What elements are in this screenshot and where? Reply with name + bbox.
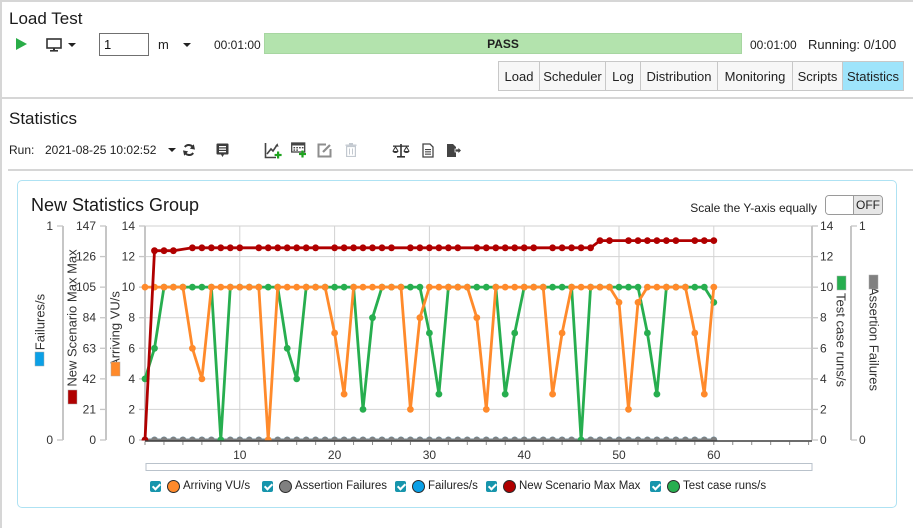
legend-color-dot <box>412 479 425 493</box>
delete-button[interactable] <box>345 142 357 158</box>
group-title: New Statistics Group <box>31 195 200 215</box>
play-button[interactable] <box>14 37 30 52</box>
tab-load[interactable]: Load <box>499 62 540 90</box>
play-icon <box>16 38 27 50</box>
edit-icon <box>317 143 332 157</box>
chevron-down-icon <box>168 147 177 152</box>
add-chart-button[interactable] <box>264 142 282 158</box>
refresh-icon <box>183 144 195 156</box>
legend-color-dot <box>503 479 516 493</box>
tab-monitoring[interactable]: Monitoring <box>718 62 793 90</box>
range-slider[interactable] <box>145 463 813 471</box>
monitor-dropdown[interactable] <box>46 37 78 52</box>
legend-checkbox[interactable] <box>395 480 406 492</box>
legend-label: New Scenario Max Max <box>519 480 641 492</box>
export-button[interactable] <box>446 142 462 158</box>
running-count: Running: 0/100 <box>808 37 897 52</box>
legend-color-dot <box>167 479 180 493</box>
legend-item-new-scenario-max[interactable]: New Scenario Max Max <box>486 479 640 493</box>
chevron-down-icon <box>182 42 191 47</box>
progress-fill <box>265 34 741 53</box>
duration-unit-select[interactable]: m <box>158 33 194 56</box>
add-table-icon <box>291 142 306 158</box>
progress-bar: PASS <box>264 33 742 54</box>
legend-checkbox[interactable] <box>486 480 497 492</box>
run-select[interactable]: 2021-08-25 10:02:52 <box>45 141 177 158</box>
legend-color-dot <box>279 479 292 493</box>
delete-icon <box>345 143 357 157</box>
legend-label: Failures/s <box>428 480 478 492</box>
legend-checkbox[interactable] <box>150 480 161 492</box>
section-divider <box>0 97 913 99</box>
monitor-icon <box>46 37 62 52</box>
legend-label: Assertion Failures <box>295 480 388 492</box>
legend-item-assertion-failures[interactable]: Assertion Failures <box>262 479 387 493</box>
report-icon <box>422 142 434 158</box>
statistics-group-panel <box>17 180 897 508</box>
tab-scripts[interactable]: Scripts <box>793 62 843 90</box>
tab-log[interactable]: Log <box>606 62 641 90</box>
statistics-heading: Statistics <box>9 109 78 128</box>
legend-item-arriving-vus[interactable]: Arriving VU/s <box>150 479 250 493</box>
legend-item-test-case-runs[interactable]: Test case runs/s <box>650 479 766 493</box>
run-value: 2021-08-25 10:02:52 <box>45 142 157 157</box>
add-chart-icon <box>264 142 282 158</box>
section-divider <box>8 169 913 171</box>
chevron-down-icon <box>68 42 76 47</box>
duration-input[interactable] <box>99 33 149 56</box>
report-button[interactable] <box>422 142 434 158</box>
tab-bar: Load Scheduler Log Distribution Monitori… <box>498 61 904 91</box>
progress-status: PASS <box>487 36 519 51</box>
legend-item-failures[interactable]: Failures/s <box>395 479 478 493</box>
tab-statistics[interactable]: Statistics <box>843 62 903 90</box>
total-time: 00:01:00 <box>750 38 797 52</box>
comment-button[interactable] <box>216 142 229 158</box>
duration-unit-label: m <box>158 37 169 52</box>
window-border-left <box>0 0 2 528</box>
run-label: Run: <box>9 143 35 157</box>
export-icon <box>447 143 462 157</box>
compare-icon <box>392 143 410 158</box>
legend-checkbox[interactable] <box>262 480 273 492</box>
window-border-top <box>0 0 913 2</box>
legend-label: Arriving VU/s <box>183 480 251 492</box>
toggle-knob <box>826 196 854 214</box>
tab-scheduler[interactable]: Scheduler <box>540 62 606 90</box>
compare-button[interactable] <box>392 142 410 158</box>
legend-checkbox[interactable] <box>650 480 661 492</box>
edit-button[interactable] <box>317 142 332 158</box>
scale-y-axis-toggle[interactable]: OFF <box>825 195 883 215</box>
legend-label: Test case runs/s <box>683 480 767 492</box>
elapsed-time: 00:01:00 <box>214 38 261 52</box>
scale-y-axis-label: Scale the Y-axis equally <box>690 201 817 215</box>
toggle-state: OFF <box>854 196 882 214</box>
legend-color-dot <box>667 479 680 493</box>
app-title: Load Test <box>9 9 83 28</box>
tab-distribution[interactable]: Distribution <box>641 62 718 90</box>
refresh-button[interactable] <box>182 142 196 158</box>
add-table-button[interactable] <box>291 142 307 158</box>
comment-icon <box>216 143 229 157</box>
